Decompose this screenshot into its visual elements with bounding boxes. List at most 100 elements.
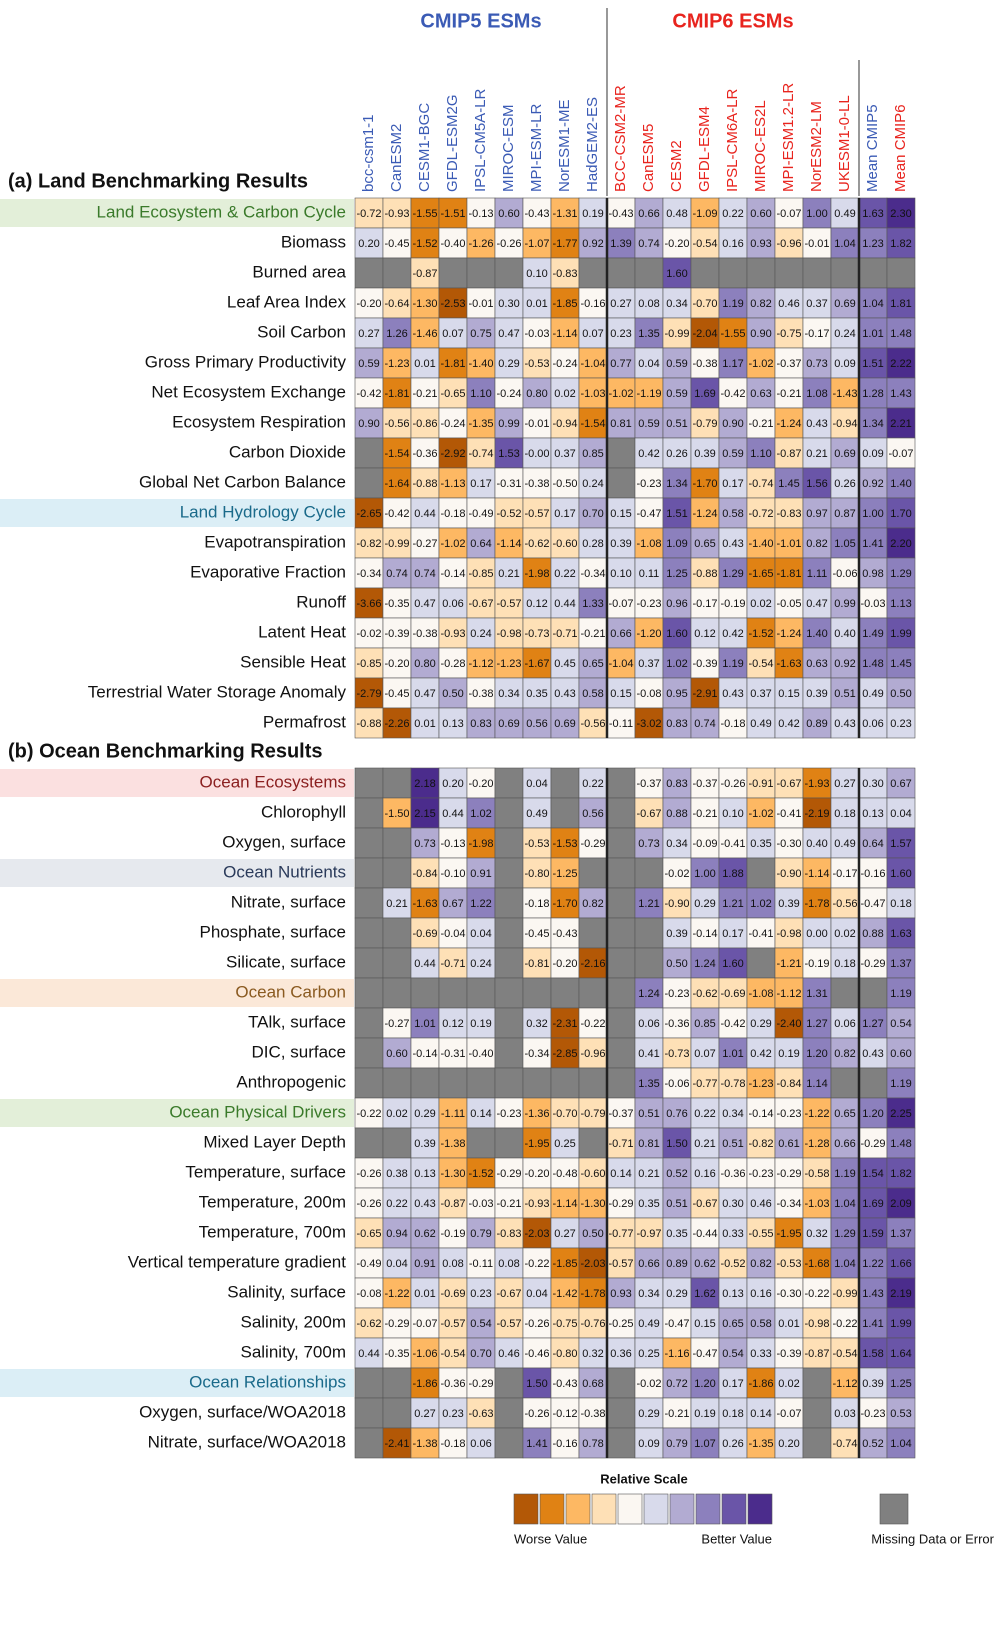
cell-value: -1.42: [552, 1288, 577, 1300]
cell: [886, 1277, 916, 1309]
missing-cell: [354, 797, 384, 829]
cell: [886, 1097, 916, 1129]
cell-value: 0.51: [834, 688, 855, 700]
cell: [830, 1247, 860, 1279]
cell: [354, 317, 384, 349]
missing-cell: [494, 1367, 524, 1399]
cell: [634, 287, 664, 319]
row-label: Phosphate, surface: [200, 922, 346, 941]
cell: [886, 557, 916, 589]
cell: [550, 1217, 580, 1249]
row-label: Temperature, 700m: [199, 1222, 346, 1241]
cell-value: -0.96: [580, 1048, 605, 1060]
cell-value: -0.67: [776, 778, 801, 790]
missing-cell: [494, 797, 524, 829]
cell: [662, 1247, 692, 1279]
missing-cell: [578, 857, 608, 889]
missing-cell: [382, 857, 412, 889]
cell-value: 0.23: [610, 328, 631, 340]
cell: [746, 377, 776, 409]
cell: [606, 377, 636, 409]
column-label: MIROC-ES2L: [752, 100, 769, 192]
cell: [634, 767, 664, 799]
cell-value: -0.20: [552, 958, 577, 970]
cell-value: -0.34: [776, 1198, 801, 1210]
cell: [578, 947, 608, 979]
cell-value: 0.92: [834, 658, 855, 670]
cell: [578, 1097, 608, 1129]
cell: [830, 677, 860, 709]
cell-value: -2.92: [440, 448, 465, 460]
cell: [718, 1397, 748, 1429]
cell-value: -0.37: [776, 358, 801, 370]
row-highlight: [0, 769, 354, 797]
cell-value: 0.27: [834, 778, 855, 790]
cell: [774, 917, 804, 949]
cell: [886, 287, 916, 319]
cell: [466, 707, 496, 739]
cell: [830, 1157, 860, 1189]
cell: [886, 767, 916, 799]
cell: [578, 1337, 608, 1369]
cell-value: 1.17: [722, 358, 743, 370]
cell-value: 0.70: [582, 508, 603, 520]
cell: [382, 347, 412, 379]
row-label: Ocean Nutrients: [223, 862, 346, 881]
cell-value: 0.23: [442, 1408, 463, 1420]
cell-value: 0.59: [722, 448, 743, 460]
cell-value: -0.21: [748, 418, 773, 430]
cell: [634, 437, 664, 469]
cell: [662, 887, 692, 919]
cell-value: -0.57: [608, 1258, 633, 1270]
legend-swatch: [721, 1493, 747, 1525]
cell-value: -0.02: [356, 628, 381, 640]
cell-value: -1.24: [776, 418, 801, 430]
cell-value: 1.23: [862, 238, 883, 250]
missing-cell: [494, 857, 524, 889]
cell-value: 0.82: [834, 1048, 855, 1060]
cell-value: -0.29: [468, 1378, 493, 1390]
cell-value: -0.37: [608, 1108, 633, 1120]
missing-cell: [354, 1037, 384, 1069]
cell: [494, 377, 524, 409]
cell: [550, 257, 580, 289]
cell-value: -0.69: [720, 988, 745, 1000]
column-label: GFDL-ESM4: [696, 106, 713, 192]
cell: [802, 827, 832, 859]
cell-value: 0.29: [638, 1408, 659, 1420]
cell-value: 0.10: [526, 268, 547, 280]
cell-value: -0.38: [580, 1408, 605, 1420]
cell-value: 0.80: [526, 388, 547, 400]
cell-value: 0.17: [554, 508, 575, 520]
cell: [746, 407, 776, 439]
cell-value: -0.11: [469, 1258, 493, 1270]
cell-value: -1.85: [552, 1258, 577, 1270]
missing-cell: [354, 977, 384, 1009]
cell-value: 0.81: [610, 418, 631, 430]
cell-value: -0.34: [524, 1048, 549, 1060]
missing-cell: [746, 257, 776, 289]
missing-cell: [578, 977, 608, 1009]
cell-value: 0.43: [414, 1198, 435, 1210]
row-label: Temperature, surface: [185, 1162, 346, 1181]
cell-value: -0.29: [580, 838, 605, 850]
missing-cell: [830, 257, 860, 289]
missing-cell: [354, 1427, 384, 1459]
cell-value: 0.26: [666, 448, 687, 460]
cell-value: -1.12: [832, 1378, 857, 1390]
cell-value: -0.30: [776, 1288, 801, 1300]
row-label: Salinity, 700m: [240, 1342, 346, 1361]
cell-value: -0.97: [636, 1228, 661, 1240]
cell-value: -0.46: [524, 1348, 549, 1360]
cell-value: -0.07: [888, 448, 913, 460]
cell: [466, 347, 496, 379]
cell-value: -0.20: [664, 238, 689, 250]
cell-value: 0.54: [470, 1318, 491, 1330]
cell-value: 1.35: [638, 1078, 659, 1090]
cell-value: 0.06: [834, 1018, 855, 1030]
cell-value: -0.21: [496, 1198, 521, 1210]
cell-value: 0.92: [582, 238, 603, 250]
cell-value: 0.32: [806, 1228, 827, 1240]
cell-value: -0.76: [580, 1318, 605, 1330]
cell-value: -1.67: [524, 658, 549, 670]
